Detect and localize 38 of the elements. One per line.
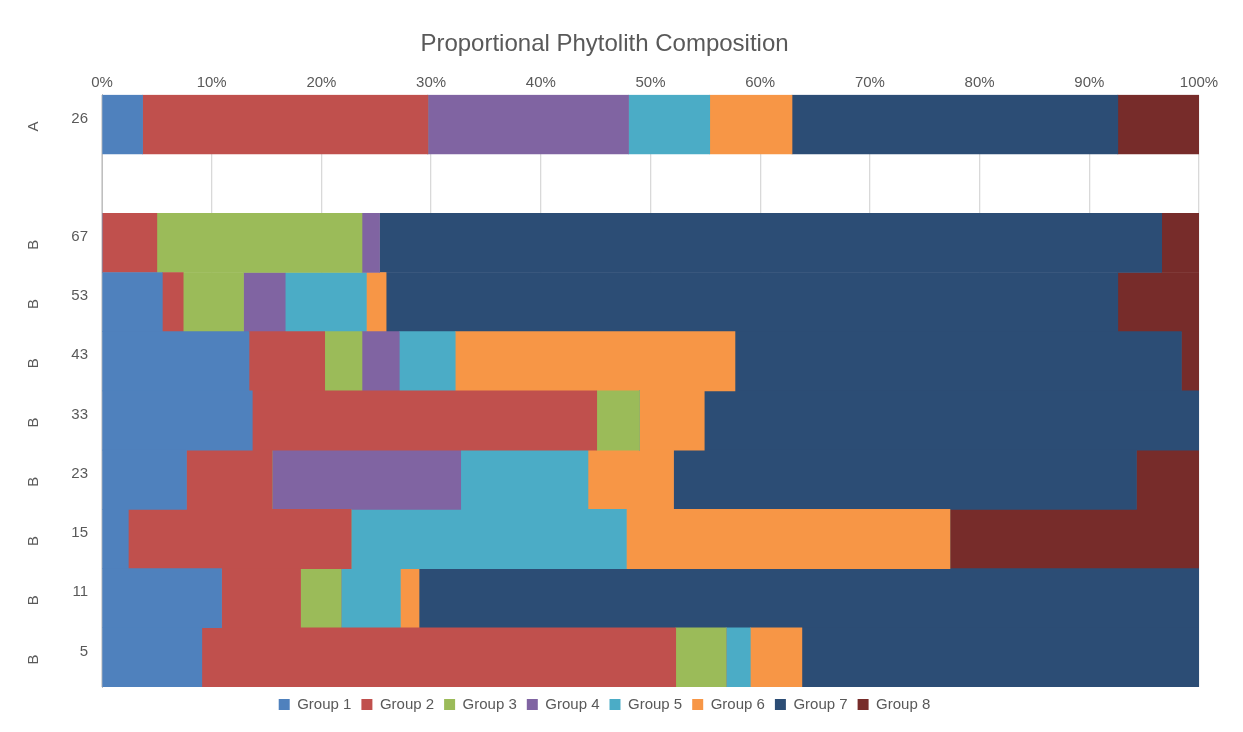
text: B [24,535,42,546]
y-tick-label: 5 [79,641,88,659]
x-tick-label: 40% [525,72,556,90]
legend-label: Group 4 [545,694,600,712]
x-tick-label: 80% [964,72,995,90]
legend-label: Group 5 [628,694,683,712]
x-tick-label: 30% [416,72,447,90]
legend-label: Group 2 [379,694,435,712]
x-tick-label: 50% [635,72,666,90]
legend-label: Group 1 [297,694,352,712]
legend-label: Group 8 [876,694,931,712]
x-tick-label: 20% [306,72,337,90]
y-tick-label: 43 [71,345,88,363]
legend-label: Group 6 [710,694,765,712]
text: B [24,654,42,665]
text: B [24,299,42,310]
y-tick-label: 33 [71,404,88,422]
y-tick-label: 15 [71,523,88,541]
y-tick-label: 67 [71,226,88,244]
x-tick-label: 0% [91,72,113,90]
text: B [24,358,42,369]
y-tick-label: 53 [71,286,88,304]
x-tick-label: 90% [1074,72,1105,90]
y-tick-label: 26 [71,108,88,126]
text: B [24,417,42,428]
text: B [24,595,42,606]
x-tick-label: 70% [854,72,885,90]
x-tick-label: 60% [745,72,776,90]
x-tick-label: 10% [196,72,227,90]
legend-label: Group 3 [462,694,517,712]
y-tick-label: 23 [71,463,88,481]
text: A [24,121,42,132]
text: B [24,239,42,250]
text: B [24,476,42,487]
chart-title: Proportional Phytolith Composition [420,29,789,57]
x-tick-label: 100% [1179,72,1219,90]
legend-label: Group 7 [793,694,848,712]
y-tick-label: 11 [72,582,88,600]
